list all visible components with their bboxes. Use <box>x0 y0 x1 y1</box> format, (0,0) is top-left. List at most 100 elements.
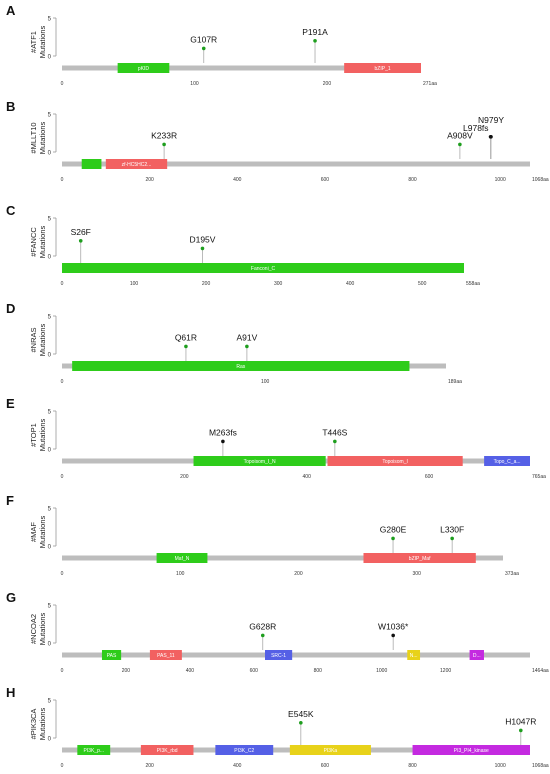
x-tick-label: 200 <box>323 81 332 87</box>
x-tick-label: 100 <box>261 379 270 385</box>
mutation-label: P191A <box>302 27 328 37</box>
mutation-label: G107R <box>190 34 217 44</box>
domain-label: pKID <box>138 66 150 72</box>
domain-box <box>215 745 274 755</box>
y-tick-label: 5 <box>48 17 52 23</box>
domain-box <box>156 553 208 563</box>
domain-label: PI3K_p... <box>83 748 104 754</box>
domain-label: zf-HC5HC2... <box>122 162 152 168</box>
x-tick-label: 200 <box>202 281 211 287</box>
x-tick-label: 0 <box>61 474 64 480</box>
y-axis-label: Mutations <box>38 225 47 258</box>
protein-length-label: 189aa <box>448 379 462 385</box>
x-tick-label: 1000 <box>376 668 387 674</box>
protein-backbone <box>62 652 530 658</box>
x-tick-label: 1200 <box>440 668 451 674</box>
gene-label: #ATF1 <box>29 31 38 53</box>
y-tick-label: 5 <box>48 699 52 705</box>
x-tick-label: 400 <box>303 474 312 480</box>
mutation-head <box>201 46 206 51</box>
y-tick-label: 0 <box>48 737 52 743</box>
x-tick-label: 200 <box>180 474 189 480</box>
mutation-head <box>391 536 395 541</box>
x-tick-label: 200 <box>294 571 303 577</box>
domain-box <box>101 650 122 660</box>
mutation-label: L978fs <box>463 123 489 133</box>
domain-box <box>264 650 293 660</box>
y-axis-label: Mutations <box>38 707 47 740</box>
y-axis-label: Mutations <box>38 612 47 645</box>
domain-label: PAS <box>107 653 117 659</box>
domain-box <box>363 553 476 563</box>
mutation-label: M263fs <box>209 427 237 437</box>
domain-box <box>193 456 326 466</box>
domain-box <box>484 456 530 466</box>
gene-label: #FANCC <box>29 227 38 257</box>
mutation-head <box>200 246 205 251</box>
mutation-label: G628R <box>249 621 276 631</box>
x-tick-label: 800 <box>408 763 417 769</box>
y-tick-label: 0 <box>48 151 52 157</box>
panel-letter: D <box>6 301 15 316</box>
x-tick-label: 0 <box>61 668 64 674</box>
x-tick-label: 800 <box>408 177 417 183</box>
mutation-head <box>221 439 225 444</box>
domain-box <box>105 159 168 169</box>
mutation-head <box>299 721 303 725</box>
y-axis-label: Mutations <box>38 25 47 58</box>
mutation-label: N979Y <box>478 115 504 125</box>
x-tick-label: 600 <box>321 763 330 769</box>
mutation-label: A91V <box>236 332 257 342</box>
protein-length-label: 1068aa <box>532 177 549 183</box>
mutation-head <box>489 135 493 139</box>
domain-box <box>407 650 421 660</box>
mutation-head <box>78 239 83 243</box>
mutation-label: Q61R <box>175 332 197 342</box>
gene-label: #TOP1 <box>29 423 38 447</box>
x-tick-label: 1000 <box>495 763 506 769</box>
domain-box <box>149 650 182 660</box>
mutation-head <box>391 633 395 638</box>
x-tick-label: 100 <box>130 281 139 287</box>
domain-label: Topoisom_I <box>382 459 408 465</box>
domain-label: Topoisom_I_N <box>244 459 276 465</box>
domain-box <box>72 361 410 371</box>
domain-label: Ras <box>236 364 245 370</box>
mutation-label: T446S <box>322 427 347 437</box>
x-tick-label: 200 <box>122 668 131 674</box>
protein-backbone <box>62 555 503 561</box>
domain-label: D... <box>473 653 481 659</box>
panel-letter: B <box>6 99 15 114</box>
x-tick-label: 400 <box>186 668 195 674</box>
domain-box <box>412 745 530 755</box>
x-tick-label: 300 <box>274 281 283 287</box>
mutation-label: W1036* <box>378 621 409 631</box>
mutation-head <box>260 633 265 638</box>
y-tick-label: 0 <box>48 55 52 61</box>
domain-box <box>289 745 371 755</box>
protein-length-label: 1464aa <box>532 668 549 674</box>
x-tick-label: 100 <box>190 81 199 87</box>
x-tick-label: 800 <box>314 668 323 674</box>
mutation-label: K233R <box>151 130 177 140</box>
mutation-head <box>184 344 188 349</box>
domain-box <box>140 745 194 755</box>
domain-label: Maf_N <box>175 556 190 562</box>
domain-box <box>117 63 170 73</box>
panel-letter: G <box>6 590 16 605</box>
y-axis-label: Mutations <box>38 121 47 154</box>
domain-box <box>81 159 102 169</box>
domain-label: bZIP_1 <box>375 66 391 72</box>
mutation-head <box>518 728 523 733</box>
gene-label: #MLLT10 <box>29 122 38 153</box>
mutation-label: E545K <box>288 709 314 719</box>
x-tick-label: 500 <box>418 281 427 287</box>
domain-box <box>62 263 464 273</box>
y-tick-label: 0 <box>48 255 52 261</box>
mutation-head <box>162 142 166 147</box>
